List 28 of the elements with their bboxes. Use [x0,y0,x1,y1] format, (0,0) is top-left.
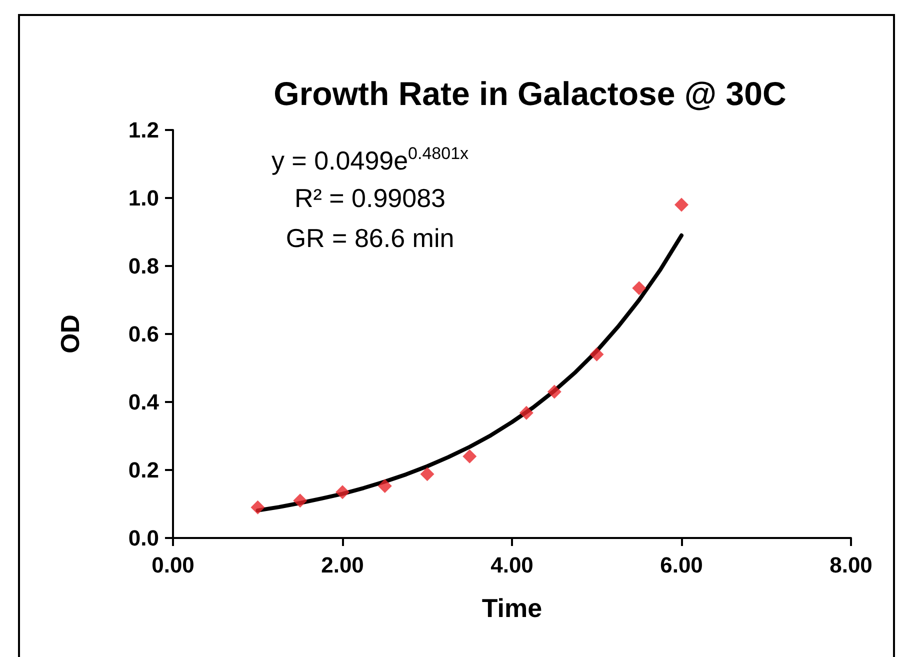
y-tick-label: 0.0 [128,526,159,550]
annotation: R² = 0.99083 [294,183,446,213]
y-tick-label: 0.4 [128,390,160,414]
point [519,406,534,420]
x-tick-label: 2.00 [321,552,364,578]
point [378,478,392,493]
y-axis-title: OD [55,314,85,354]
chart-title: Growth Rate in Galactose @ 30C [274,75,786,112]
point [250,500,265,514]
point [590,347,604,362]
point [420,467,434,482]
x-tick-label: 6.00 [660,552,703,578]
y-tick-label: 1.0 [128,186,159,210]
x-axis-title: Time [482,593,542,623]
point [336,485,350,500]
x-tick-label: 8.00 [830,552,872,578]
point [293,494,308,508]
point [632,281,646,296]
point [462,449,477,464]
point [674,198,688,212]
x-tick-label: 0.00 [152,552,194,578]
y-tick-label: 1.2 [128,118,159,142]
y-tick-label: 0.2 [128,458,159,482]
y-tick-label: 0.8 [128,254,159,278]
y-tick-label: 0.6 [128,322,159,346]
annotation: GR = 86.6 min [286,223,454,253]
point [547,384,562,399]
x-tick-label: 4.00 [490,552,534,578]
